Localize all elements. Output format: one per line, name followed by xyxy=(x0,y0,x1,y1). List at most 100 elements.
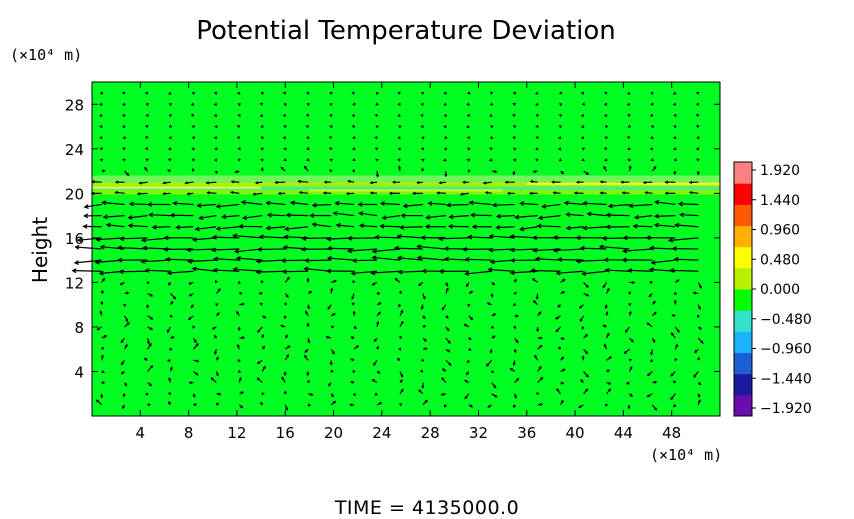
wind-vector xyxy=(642,180,653,185)
wind-vector xyxy=(374,392,378,396)
wind-vector xyxy=(418,389,424,395)
wind-vector xyxy=(491,382,497,389)
wind-vector xyxy=(252,192,263,196)
wind-vector xyxy=(512,170,516,176)
wind-vector xyxy=(127,223,148,229)
wind-vector xyxy=(556,388,562,395)
wind-vector xyxy=(397,113,401,117)
wind-vector xyxy=(74,244,102,250)
wind-vector xyxy=(369,181,378,185)
wind-vector xyxy=(281,269,309,275)
wind-vector xyxy=(358,223,378,229)
wind-vector xyxy=(305,124,309,129)
wind-vector xyxy=(284,345,291,350)
wind-vector xyxy=(581,326,585,330)
wind-vector xyxy=(301,235,332,241)
wind-vector xyxy=(351,293,355,300)
wind-vector xyxy=(463,323,470,328)
wind-vector xyxy=(305,158,310,162)
wind-vector xyxy=(188,281,194,285)
wind-vector xyxy=(633,214,653,220)
wind-vector xyxy=(397,269,423,275)
time-label: TIME = 4135000.0 xyxy=(334,497,519,519)
wind-vector xyxy=(121,147,126,151)
wind-vector xyxy=(603,158,608,162)
wind-vector xyxy=(467,147,471,151)
wind-vector xyxy=(537,344,543,350)
wind-vector xyxy=(514,377,520,384)
wind-vector xyxy=(424,224,446,230)
wind-vector xyxy=(411,191,423,196)
wind-vector xyxy=(513,125,517,129)
wind-vector xyxy=(213,158,218,162)
y-axis-label: Height xyxy=(28,217,52,283)
wind-vector xyxy=(258,234,286,240)
wind-vector xyxy=(552,247,584,253)
wind-vector xyxy=(191,158,195,162)
wind-vector xyxy=(304,258,332,264)
x-tick-label: 32 xyxy=(469,424,488,442)
wind-vector xyxy=(697,393,701,398)
wind-vector xyxy=(607,203,630,209)
wind-vector xyxy=(151,224,171,230)
wind-vector xyxy=(230,190,240,195)
wind-vector xyxy=(146,281,150,285)
band-stripe xyxy=(92,186,720,190)
wind-vector xyxy=(530,268,561,274)
wind-vector xyxy=(487,267,515,273)
wind-vector xyxy=(466,125,470,129)
wind-vector xyxy=(652,380,658,384)
wind-vector xyxy=(164,256,194,262)
wind-vector xyxy=(488,233,515,239)
wind-vector xyxy=(169,314,174,318)
wind-vector xyxy=(444,171,448,178)
wind-vector xyxy=(237,326,241,332)
wind-vector xyxy=(399,388,404,395)
wind-vector xyxy=(116,245,148,251)
wind-vector xyxy=(396,255,423,261)
wind-vector xyxy=(420,91,425,95)
wind-vector xyxy=(328,102,333,106)
wind-vector xyxy=(188,381,194,385)
wind-vector xyxy=(628,365,633,372)
wind-vector xyxy=(187,315,194,321)
wind-vector xyxy=(328,382,332,387)
wind-vector xyxy=(138,181,148,185)
wind-vector xyxy=(82,224,102,229)
wind-vector xyxy=(71,268,102,274)
colorbar-segment xyxy=(734,225,752,248)
wind-vector xyxy=(628,165,632,172)
wind-vector xyxy=(283,390,287,394)
wind-vector xyxy=(398,335,402,339)
wind-vector xyxy=(306,147,310,150)
wind-vector xyxy=(128,201,148,207)
wind-vector xyxy=(170,336,175,340)
wind-vector xyxy=(674,222,699,228)
wind-vector xyxy=(399,320,404,328)
wind-vector xyxy=(283,302,287,306)
wind-vector xyxy=(560,170,565,175)
wind-vector xyxy=(236,125,241,129)
wind-vector xyxy=(147,342,152,350)
wind-vector xyxy=(329,360,333,366)
wind-vector xyxy=(583,292,590,297)
wind-vector xyxy=(239,391,245,395)
wind-vector xyxy=(122,102,126,106)
wind-vector xyxy=(400,213,423,219)
wind-vector xyxy=(651,300,656,306)
wind-vector xyxy=(672,125,677,129)
wind-vector xyxy=(206,191,217,195)
wind-vector xyxy=(328,136,332,140)
wind-vector xyxy=(537,311,542,317)
wind-vector xyxy=(696,171,700,176)
wind-vector xyxy=(163,235,194,241)
wind-vector xyxy=(376,302,382,306)
wind-vector xyxy=(443,256,469,262)
wind-vector xyxy=(119,236,148,242)
wind-vector xyxy=(438,268,469,274)
wind-vector xyxy=(215,303,219,307)
wind-vector xyxy=(120,370,125,375)
wind-vector xyxy=(693,371,699,378)
wind-vector xyxy=(162,181,171,185)
wind-vector xyxy=(175,224,194,230)
